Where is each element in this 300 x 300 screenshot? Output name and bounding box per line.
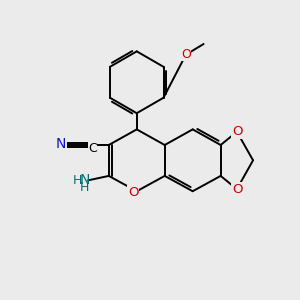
Text: H: H <box>80 181 89 194</box>
Text: O: O <box>181 48 191 61</box>
Text: N: N <box>79 173 89 187</box>
Text: H: H <box>73 174 82 187</box>
Text: O: O <box>128 186 139 199</box>
Text: O: O <box>232 125 242 138</box>
Text: O: O <box>232 183 242 196</box>
Text: N: N <box>56 137 66 151</box>
Text: C: C <box>88 142 97 155</box>
